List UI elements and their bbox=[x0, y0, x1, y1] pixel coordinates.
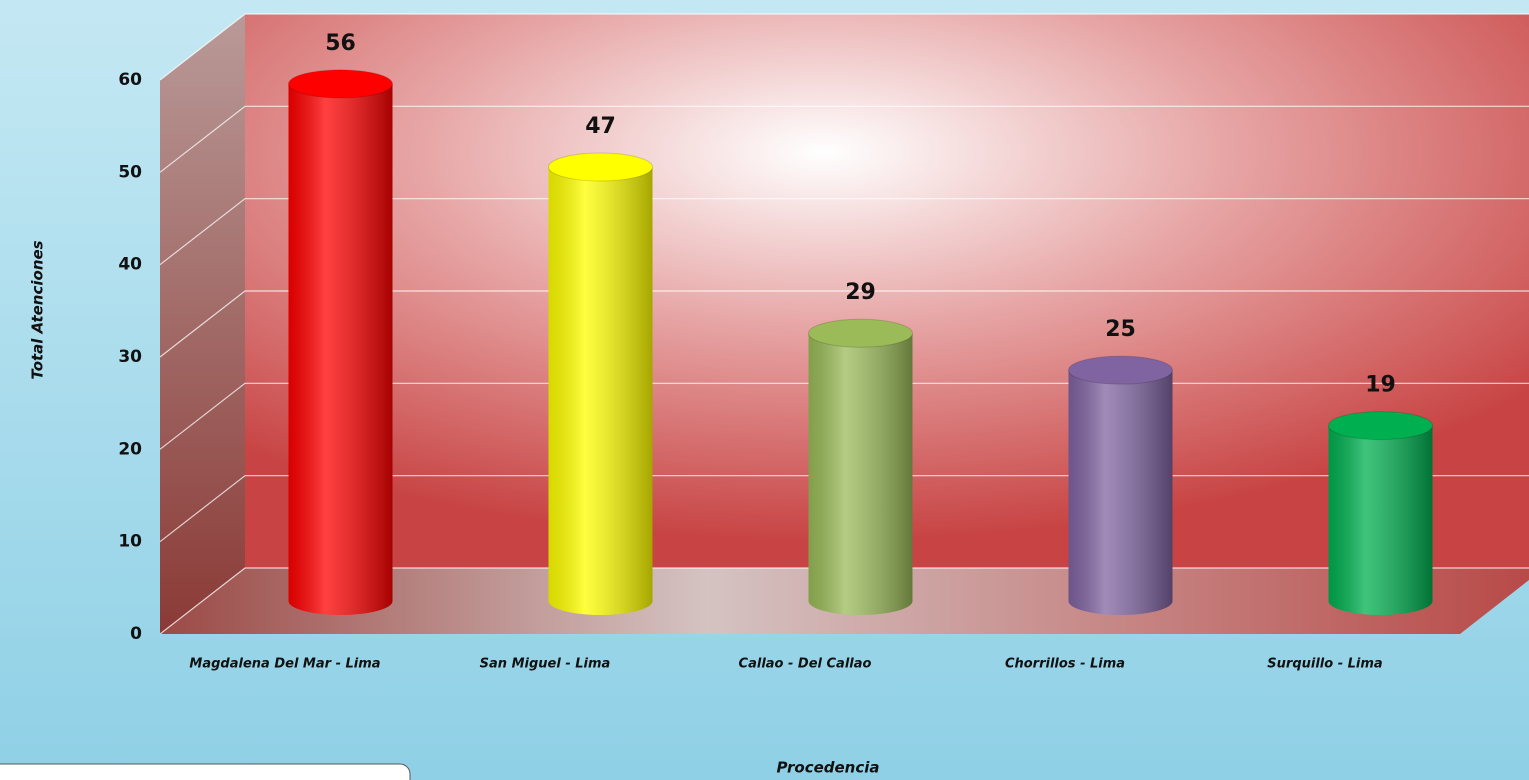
bar-top bbox=[808, 318, 913, 348]
panel-edge bbox=[0, 763, 411, 780]
bar-shading bbox=[808, 333, 913, 615]
grid-line bbox=[159, 105, 1529, 173]
bar-top bbox=[1328, 411, 1433, 441]
bar-shading bbox=[548, 167, 653, 616]
x-tick-label: Chorrillos - Lima bbox=[1005, 657, 1125, 672]
y-tick-label: 30 bbox=[118, 347, 142, 367]
value-label: 47 bbox=[585, 114, 616, 139]
y-tick-label: 10 bbox=[118, 532, 142, 552]
value-label: 56 bbox=[325, 31, 356, 56]
value-label: 25 bbox=[1105, 317, 1136, 342]
y-tick-label: 20 bbox=[118, 439, 142, 459]
bar-top bbox=[288, 69, 393, 99]
grid-line bbox=[159, 290, 1529, 358]
x-tick-label: Magdalena Del Mar - Lima bbox=[189, 657, 380, 672]
y-tick-label: 50 bbox=[118, 162, 142, 182]
x-tick-label: Surquillo - Lima bbox=[1267, 657, 1382, 672]
bar-shading bbox=[288, 83, 393, 615]
y-tick-label: 40 bbox=[118, 255, 142, 275]
grid-line bbox=[159, 198, 1529, 266]
x-tick-label: Callao - Del Callao bbox=[739, 657, 872, 672]
value-label: 29 bbox=[845, 280, 876, 305]
bar-shading bbox=[1068, 370, 1173, 615]
x-axis-title: Procedencia bbox=[776, 759, 879, 777]
bar-shading bbox=[1328, 425, 1433, 615]
grid-line bbox=[159, 13, 1529, 81]
bar-top bbox=[548, 152, 653, 182]
y-axis-title: Total Atenciones bbox=[29, 240, 47, 379]
bar-top bbox=[1068, 355, 1173, 385]
y-tick-label: 60 bbox=[118, 70, 142, 90]
x-tick-label: San Miguel - Lima bbox=[480, 657, 611, 672]
y-tick-label: 0 bbox=[130, 624, 142, 644]
value-label: 19 bbox=[1365, 373, 1396, 398]
